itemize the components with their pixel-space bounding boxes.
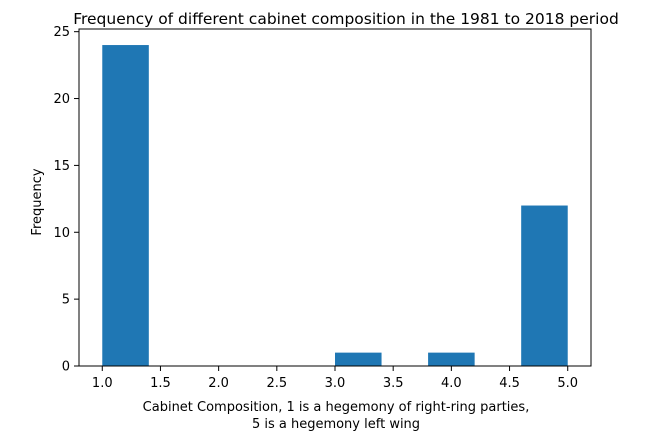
x-axis-label-line-1: Cabinet Composition, 1 is a hegemony of … <box>143 400 530 415</box>
y-tick-label-0: 0 <box>62 360 70 375</box>
plot-frame <box>78 28 592 367</box>
x-tick-label-4: 3.0 <box>325 376 346 391</box>
x-tick-label-2: 2.0 <box>208 376 229 391</box>
y-tick-label-4: 20 <box>53 92 70 107</box>
histogram-bar-5 <box>335 352 382 366</box>
y-axis-label: Frequency <box>30 168 45 235</box>
x-tick-label-3: 2.5 <box>266 376 287 391</box>
chart-title: Frequency of different cabinet compositi… <box>73 10 619 28</box>
histogram-bar-9 <box>521 205 568 366</box>
histogram-bar-0 <box>102 45 149 367</box>
x-tick-label-5: 3.5 <box>383 376 404 391</box>
bars-layer <box>102 45 568 367</box>
histogram-bar-7 <box>428 352 475 366</box>
x-tick-label-6: 4.0 <box>441 376 462 391</box>
x-tick-label-1: 1.5 <box>150 376 171 391</box>
x-tick-label-7: 4.5 <box>499 376 520 391</box>
y-tick-label-1: 5 <box>62 293 70 308</box>
y-tick-label-5: 25 <box>53 25 70 40</box>
x-axis-label-line-2: 5 is a hegemony left wing <box>252 417 420 432</box>
y-tick-label-2: 10 <box>53 226 70 241</box>
x-axis-ticks: 1.0 1.5 2.0 2.5 3.0 3.5 4.0 4.5 5.0 <box>92 366 578 391</box>
y-axis-ticks: 0 5 10 15 20 25 <box>53 25 79 375</box>
x-tick-label-8: 5.0 <box>557 376 578 391</box>
y-tick-label-3: 15 <box>53 159 70 174</box>
x-tick-label-0: 1.0 <box>92 376 113 391</box>
